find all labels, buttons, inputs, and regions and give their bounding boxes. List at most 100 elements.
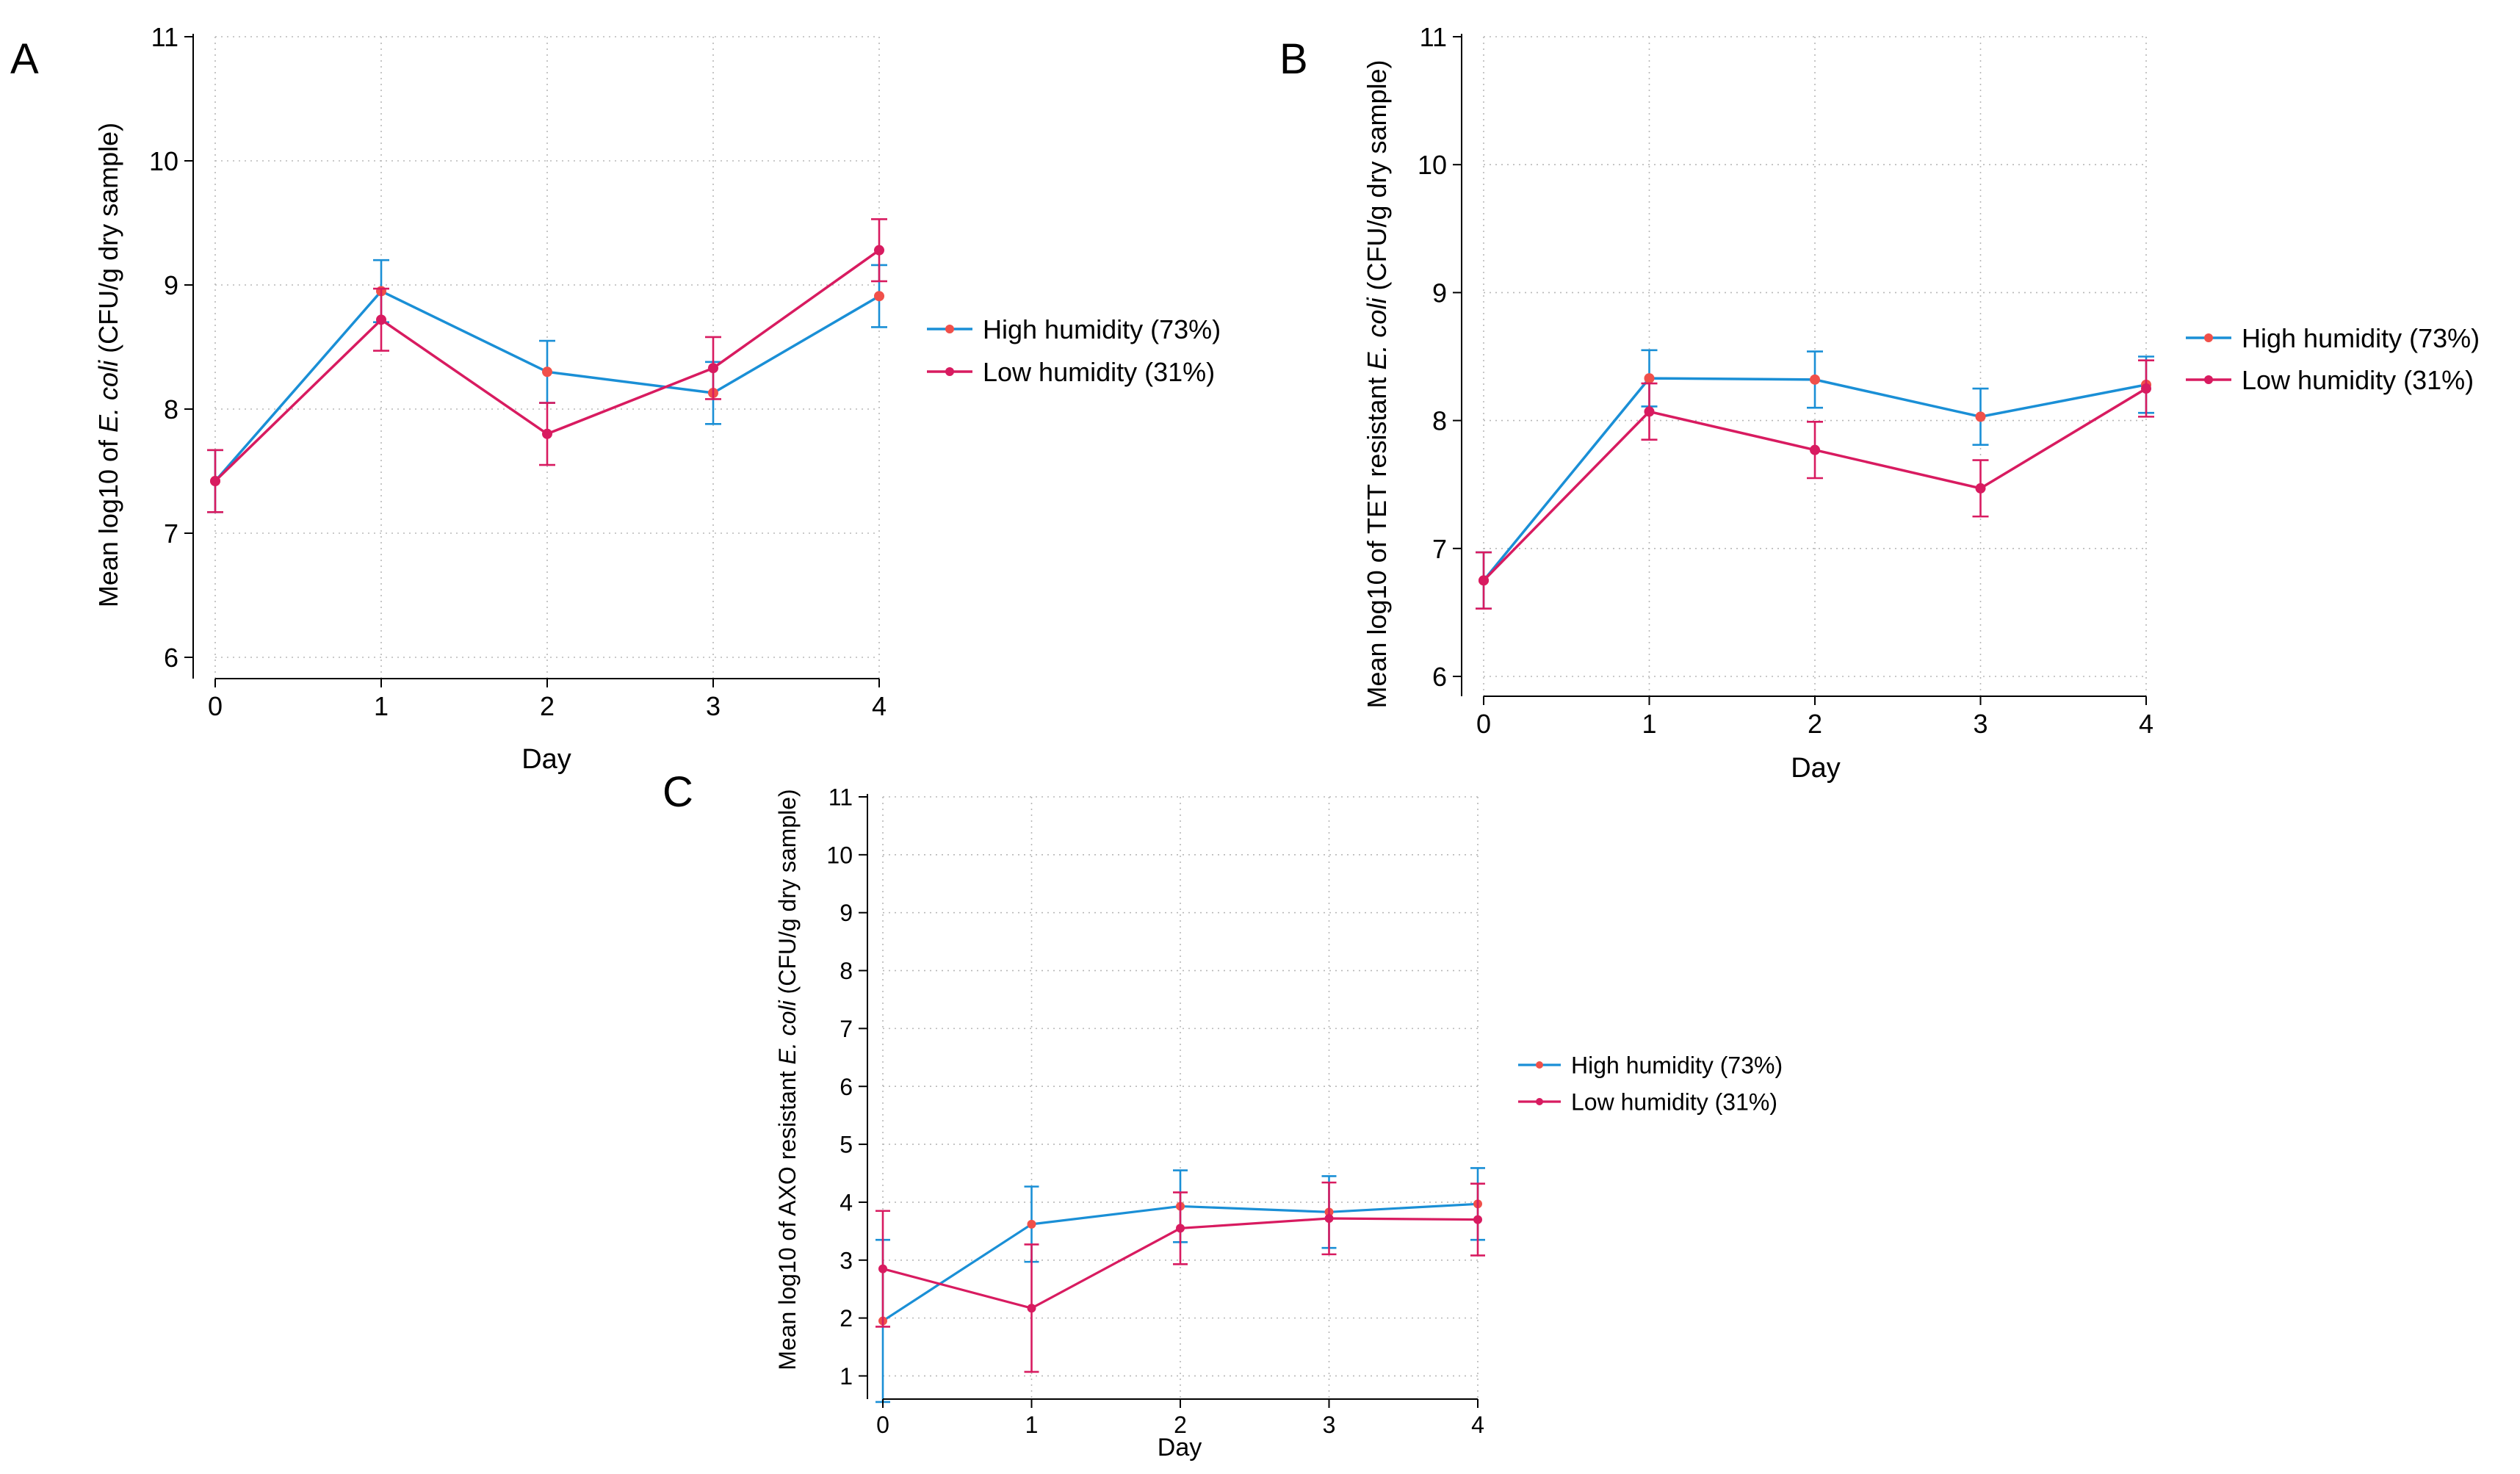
series-low-a: [207, 218, 887, 513]
data-point-low: [1176, 1224, 1185, 1233]
data-point-high: [1810, 374, 1820, 385]
x-tick-label: 4: [2139, 709, 2153, 739]
x-tick-label: 3: [1973, 709, 1988, 739]
x-tick-label: 2: [1808, 709, 1822, 739]
data-point-low: [874, 245, 884, 256]
y-tick-label: 3: [840, 1247, 853, 1274]
x-axis-label-a: Day: [521, 744, 571, 775]
x-tick-label: 4: [872, 691, 887, 721]
legend-label-high: High humidity (73%): [2242, 323, 2480, 353]
data-point-high: [542, 366, 552, 377]
legend-marker-high: [945, 325, 954, 333]
x-tick-label: 3: [1323, 1412, 1336, 1438]
y-tick-label: 10: [1418, 150, 1447, 180]
y-tick-label: 10: [149, 146, 178, 176]
panel-letter-c: C: [663, 768, 693, 816]
panel-letter-b: B: [1279, 35, 1308, 83]
y-tick-label: 8: [1432, 406, 1447, 436]
y-axis-label-b-part2: E. coli: [1362, 297, 1392, 370]
y-axis-label-a-part1: Mean log10 of: [93, 433, 123, 607]
y-tick-label: 4: [840, 1189, 853, 1215]
y-tick-label: 8: [164, 394, 178, 425]
y-tick-label: 11: [151, 22, 178, 52]
x-tick-label: 1: [1642, 709, 1656, 739]
y-tick-label: 7: [164, 519, 178, 549]
y-tick-label: 7: [840, 1016, 853, 1042]
panel-b: B 6 7 8 9 10 11 0 1 2 3 4 High humidity (73%) Low h…: [1279, 22, 2480, 784]
panel-a: A 6 7 8 9 10 11 0 1 2 3 4 High humidity (73%) Low h…: [10, 22, 1221, 775]
y-tick-label: 9: [1432, 278, 1447, 308]
x-tick-label: 1: [1025, 1412, 1039, 1438]
y-axis-label-b-part1: Mean log10 of TET resistant: [1362, 370, 1392, 709]
series-area-c: [875, 1167, 1485, 1403]
x-tick-label: 0: [208, 691, 223, 721]
y-tick-label: 6: [1432, 662, 1447, 692]
y-tick-label: 7: [1432, 534, 1447, 564]
y-axis-label-c-part2: E. coli: [774, 1000, 801, 1064]
data-point-high: [1644, 373, 1655, 384]
data-point-low: [1644, 406, 1655, 417]
legend-marker-low: [2204, 375, 2213, 384]
legend-marker-high: [2204, 333, 2213, 342]
y-axis-label-a-part2: E. coli: [93, 360, 123, 433]
x-tick-label: 2: [1174, 1412, 1187, 1438]
data-point-high: [1027, 1219, 1036, 1229]
legend-label-high: High humidity (73%): [1571, 1052, 1783, 1079]
y-tick-label: 10: [826, 842, 853, 868]
y-axis-label-b-part3: (CFU/g dry sample): [1362, 59, 1392, 297]
y-axis-label-a-part3: (CFU/g dry sample): [93, 123, 123, 361]
data-point-low: [708, 363, 718, 374]
data-point-low: [210, 476, 220, 487]
series-high-a: [207, 259, 887, 513]
legend-label-low: Low humidity (31%): [983, 357, 1215, 387]
x-tick-label: 0: [876, 1412, 889, 1438]
data-point-low: [2141, 383, 2151, 394]
y-axis-label-a: Mean log10 of E. coli (CFU/g dry sample): [93, 123, 123, 607]
x-axis-label-b: Day: [1791, 753, 1841, 784]
data-point-low: [376, 314, 386, 325]
legend-label-low: Low humidity (31%): [2242, 365, 2474, 395]
data-point-low: [1473, 1215, 1482, 1224]
series-low-b: [1476, 359, 2154, 610]
x-tick-label: 1: [374, 691, 389, 721]
panel-letter-a: A: [10, 35, 39, 83]
data-point-low: [1810, 444, 1820, 455]
data-point-high: [1975, 411, 1986, 422]
y-tick-label: 11: [828, 784, 853, 811]
grid-c: [882, 796, 1479, 1399]
y-tick-label: 6: [840, 1074, 853, 1100]
x-tick-label: 2: [540, 691, 555, 721]
y-tick-label: 2: [840, 1305, 853, 1332]
legend-marker-high: [1536, 1061, 1543, 1069]
data-point-low: [1975, 483, 1986, 494]
legend-b: High humidity (73%) Low humidity (31%): [2186, 323, 2480, 395]
y-axis-label-c-part1: Mean log10 of AXO resistant: [774, 1064, 801, 1370]
x-tick-label: 4: [1471, 1412, 1484, 1438]
legend-label-low: Low humidity (31%): [1571, 1089, 1777, 1116]
data-point-low: [878, 1264, 887, 1274]
y-tick-label: 9: [840, 900, 853, 926]
data-point-low: [1324, 1214, 1334, 1223]
data-point-low: [1479, 575, 1489, 586]
y-tick-label: 1: [840, 1363, 853, 1390]
data-point-low: [542, 428, 552, 439]
y-axis-label-c: Mean log10 of AXO resistant E. coli (CFU…: [774, 789, 801, 1370]
y-tick-label: 6: [164, 643, 178, 673]
grid-a: [214, 36, 880, 679]
y-tick-label: 5: [840, 1132, 853, 1158]
legend-a: High humidity (73%) Low humidity (31%): [927, 314, 1221, 387]
series-low-c: [875, 1181, 1485, 1373]
data-point-low: [1027, 1304, 1036, 1313]
y-tick-label: 9: [164, 270, 178, 300]
y-tick-label: 11: [1420, 22, 1447, 52]
axes-a: 6 7 8 9 10 11 0 1 2 3 4: [149, 22, 887, 721]
series-area-b: [1476, 349, 2154, 610]
legend-c: High humidity (73%) Low humidity (31%): [1518, 1052, 1783, 1116]
x-tick-label: 3: [706, 691, 721, 721]
y-axis-label-b: Mean log10 of TET resistant E. coli (CFU…: [1362, 59, 1392, 708]
y-axis-label-c-part3: (CFU/g dry sample): [774, 789, 801, 1000]
x-tick-label: 0: [1476, 709, 1491, 739]
legend-label-high: High humidity (73%): [983, 314, 1221, 344]
